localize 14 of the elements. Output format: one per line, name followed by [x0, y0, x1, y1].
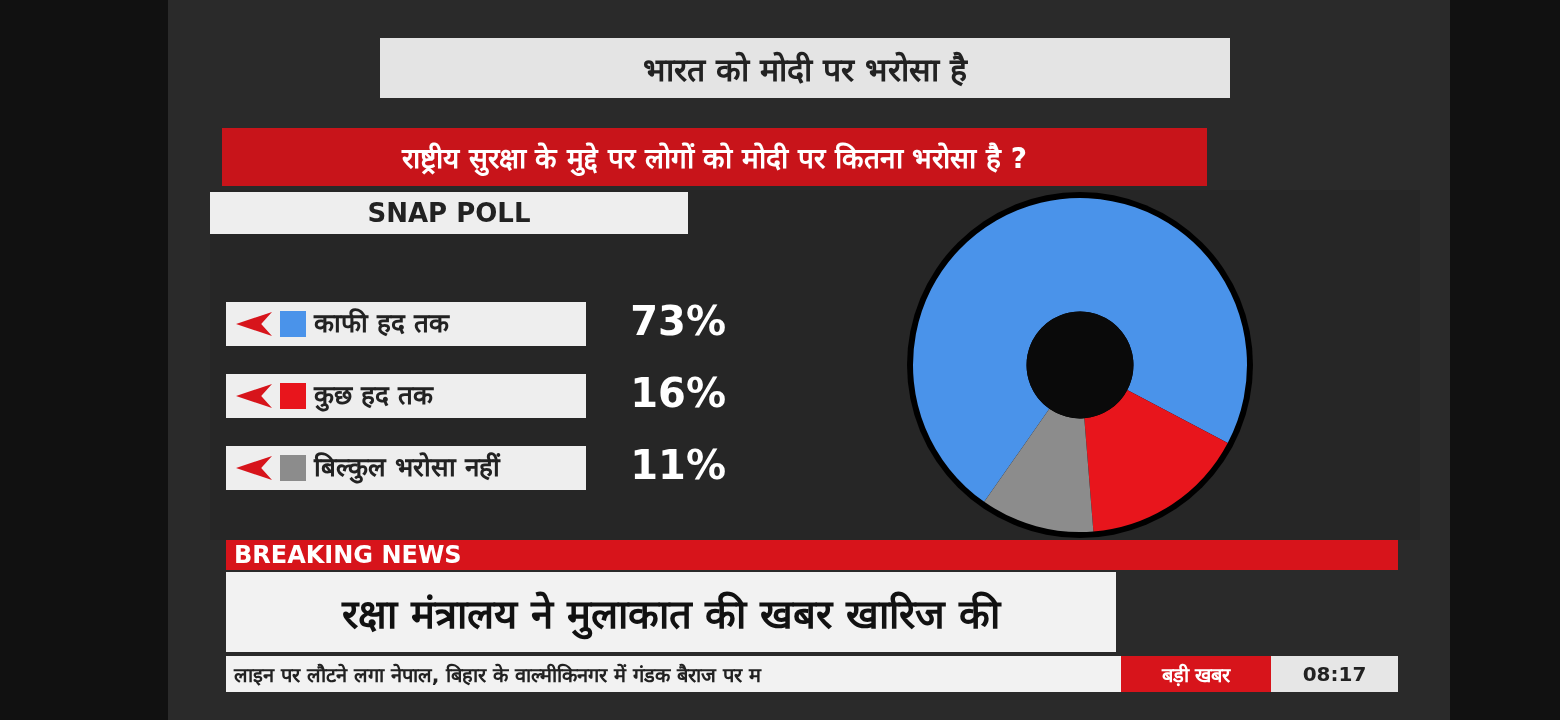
legend-label: कुछ हद तक	[313, 379, 435, 412]
text: BREAKING NEWS	[226, 540, 1398, 570]
data-label: 16%	[630, 370, 726, 417]
chart-title: भारत को मोदी पर भरोसा है	[380, 38, 1230, 98]
text: SNAP POLL	[210, 192, 688, 234]
data-label: 11%	[630, 442, 726, 489]
data-label: 73%	[630, 298, 726, 345]
chart-subtitle: राष्ट्रीय सुरक्षा के मुद्दे पर लोगों को मोदी पर कितना भरोसा है ?	[222, 128, 1207, 186]
legend-label: बिल्कुल भरोसा नहीं	[313, 451, 502, 484]
text: बड़ी खबर	[1121, 656, 1271, 692]
legend-label: काफी हद तक	[313, 307, 451, 338]
text: रक्षा मंत्रालय ने मुलाकात की खबर खारिज की	[226, 572, 1116, 652]
text: लाइन पर लौटने लगा नेपाल, बिहार के वाल्मीकिनगर में गंडक बैराज पर म	[226, 656, 1121, 692]
text: 08:17	[1271, 656, 1398, 692]
